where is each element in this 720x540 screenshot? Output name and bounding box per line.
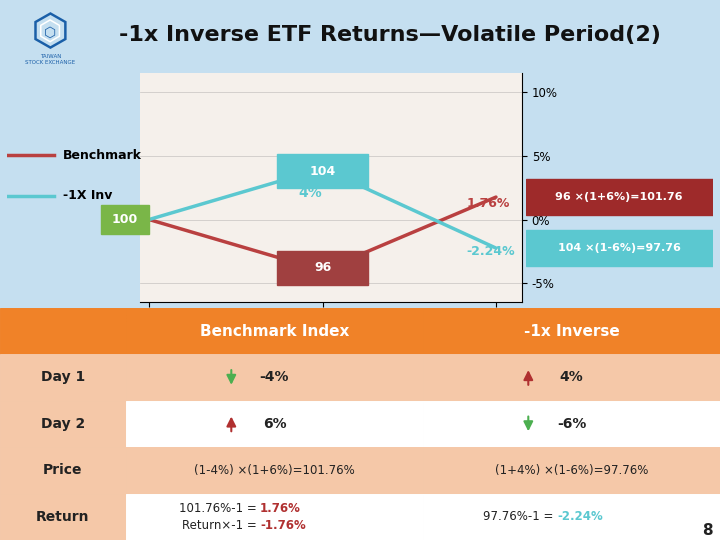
Text: Benchmark Index: Benchmark Index	[200, 323, 349, 339]
Text: -2.24%: -2.24%	[557, 510, 603, 523]
Text: 4%: 4%	[559, 370, 583, 384]
Text: 104 ×(1-6%)=97.76: 104 ×(1-6%)=97.76	[558, 243, 680, 253]
Text: -1X Inv: -1X Inv	[63, 189, 112, 202]
Text: Day 2: Day 2	[41, 417, 85, 431]
Text: 96 ×(1+6%)=101.76: 96 ×(1+6%)=101.76	[555, 192, 683, 202]
Bar	[126, 354, 423, 401]
Text: 97.76%-1 =: 97.76%-1 =	[483, 510, 557, 523]
Bar	[126, 447, 423, 494]
Text: -4%: -4%	[260, 370, 289, 384]
Bar	[423, 354, 720, 401]
Text: 100: 100	[112, 213, 138, 226]
Bar	[0, 447, 126, 494]
Bar	[126, 494, 423, 540]
Text: Benchmark: Benchmark	[63, 148, 142, 162]
Bar	[126, 308, 423, 354]
Text: Return: Return	[36, 510, 90, 524]
Text: 104: 104	[310, 165, 336, 178]
Text: ⬡: ⬡	[31, 11, 70, 55]
Text: 96: 96	[314, 261, 331, 274]
Text: (1+4%) ×(1-6%)=97.76%: (1+4%) ×(1-6%)=97.76%	[495, 464, 648, 477]
Text: TAIWAN
STOCK EXCHANGE: TAIWAN STOCK EXCHANGE	[25, 55, 76, 65]
Bar	[101, 206, 149, 233]
Bar	[423, 401, 720, 447]
Text: Day 1: Day 1	[41, 370, 85, 384]
Text: 8: 8	[702, 523, 713, 538]
Text: 6%: 6%	[263, 417, 287, 431]
Bar	[526, 230, 713, 266]
Bar	[423, 494, 720, 540]
Bar	[277, 252, 368, 285]
Text: -1x Inverse: -1x Inverse	[523, 323, 619, 339]
Text: -1.76%: -1.76%	[260, 518, 306, 532]
Text: -4%: -4%	[296, 269, 325, 284]
Text: 1.76%: 1.76%	[260, 502, 301, 515]
Text: Return×-1 =: Return×-1 =	[181, 518, 260, 532]
Bar	[0, 401, 126, 447]
Bar	[423, 308, 720, 354]
Text: 4%: 4%	[299, 186, 323, 200]
Text: Price: Price	[43, 463, 83, 477]
Text: (1-4%) ×(1+6%)=101.76%: (1-4%) ×(1+6%)=101.76%	[194, 464, 355, 477]
Bar	[0, 308, 126, 354]
Text: -1x Inverse ETF Returns—Volatile Period(2): -1x Inverse ETF Returns—Volatile Period(…	[119, 25, 661, 45]
Bar	[0, 354, 126, 401]
Bar	[277, 154, 368, 187]
Text: -6%: -6%	[557, 417, 586, 431]
Text: -2.24%: -2.24%	[467, 245, 515, 258]
Text: 1.76%: 1.76%	[467, 197, 510, 210]
Bar	[126, 401, 423, 447]
Bar	[526, 179, 713, 215]
Bar	[0, 494, 126, 540]
Text: 101.76%-1 =: 101.76%-1 =	[179, 502, 260, 515]
Text: ⬡: ⬡	[38, 19, 63, 47]
Bar	[423, 447, 720, 494]
Text: ⬡: ⬡	[45, 26, 56, 40]
